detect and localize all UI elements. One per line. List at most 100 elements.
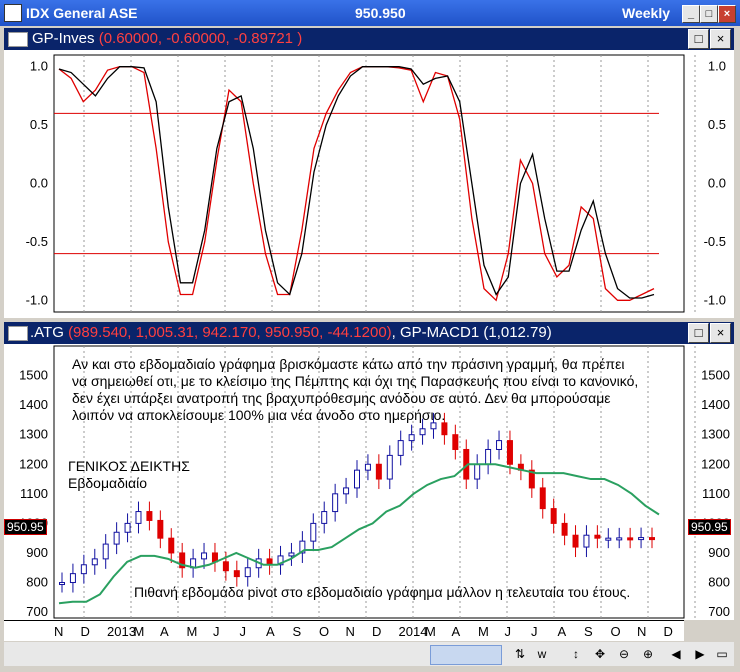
date-tick-label: N — [345, 624, 355, 639]
candle-body — [561, 522, 568, 536]
moving-average-line — [58, 463, 660, 605]
candle-body — [288, 552, 295, 557]
candle-body — [91, 558, 98, 566]
y-tick-label: 1300 — [701, 427, 730, 442]
y-tick-label: 1500 — [701, 368, 730, 383]
y-tick-label: 0.5 — [30, 117, 48, 132]
w-icon[interactable]: w — [537, 647, 547, 661]
maximize-button[interactable]: □ — [700, 5, 718, 23]
app-icon — [4, 4, 22, 22]
candle-body — [59, 582, 65, 586]
pane-icon — [8, 32, 28, 47]
candle-body — [222, 561, 229, 572]
oscillator-series-line — [58, 66, 655, 302]
y-tick-label: 0.5 — [708, 117, 726, 132]
date-tick-label: D — [372, 624, 382, 639]
candle-body — [594, 534, 601, 539]
candle-body — [179, 552, 186, 569]
candle-body — [168, 537, 175, 554]
date-tick-label: A — [557, 624, 567, 639]
minimize-button[interactable]: _ — [682, 5, 700, 23]
window-icon[interactable]: ▭ — [716, 647, 728, 661]
pane-restore-button[interactable]: □ — [688, 29, 709, 49]
pane-close-button[interactable]: × — [710, 29, 731, 49]
candle-body — [135, 511, 142, 524]
candle-body — [528, 469, 535, 489]
indicator2-name: , GP-MACD1 — [391, 324, 480, 341]
candle-body — [69, 573, 76, 584]
candle-body — [627, 537, 634, 541]
y-tick-label: 1500 — [19, 368, 48, 383]
date-tick-label: M — [425, 624, 436, 639]
top-pane-header: GP-Inves (0.60000, -0.60000, -0.89721 ) … — [4, 28, 734, 50]
window-titlebar: IDX General ASE 950.950 Weekly _ □ × — [0, 0, 740, 26]
current-value: 950.950 — [355, 5, 406, 21]
candle-body — [157, 519, 164, 539]
date-tick-label: J — [504, 624, 512, 639]
vertical-resize-icon[interactable]: ↕ — [573, 647, 579, 661]
window-title: IDX General ASE — [26, 5, 138, 21]
candle-body — [474, 463, 481, 480]
candle-body — [506, 440, 513, 465]
y-tick-label: 0.0 — [708, 176, 726, 191]
bottom-pane-title: .ATG (989.540, 1,005.31, 942.170, 950.95… — [30, 324, 552, 341]
y-tick-label: 900 — [708, 545, 730, 560]
candle-body — [124, 522, 131, 533]
scroll-thumb[interactable] — [430, 645, 502, 665]
y-tick-label: 0.0 — [30, 176, 48, 191]
annotation-line: Αν και στο εβδομαδιαίο γράφημα βρισκόμασ… — [72, 356, 625, 372]
date-tick-label: N — [637, 624, 647, 639]
date-tick-label: S — [584, 624, 593, 639]
candle-body — [550, 508, 557, 524]
annotation-main: Αν και στο εβδομαδιαίο γράφημα βρισκόμασ… — [72, 356, 692, 424]
pane-close-button[interactable]: × — [710, 323, 731, 343]
candle-body — [583, 534, 590, 548]
indicator2-value: (1,012.79) — [483, 324, 552, 341]
y-tick-label: 800 — [708, 575, 730, 590]
y-tick-label: 1200 — [19, 456, 48, 471]
symbol-name: .ATG — [30, 324, 64, 341]
y-tick-label: 1100 — [20, 486, 48, 501]
y-tick-label: -0.5 — [26, 234, 48, 249]
y-tick-label: -1.0 — [704, 292, 726, 307]
candle-body — [496, 440, 503, 450]
date-tick-label: J — [213, 624, 220, 639]
date-tick-label: 2014 — [398, 624, 428, 639]
candle-body — [649, 537, 655, 541]
move-icon[interactable]: ✥ — [594, 647, 606, 661]
next-icon[interactable]: ▶ — [695, 647, 705, 661]
annotation-line: ΓΕΝΙΚΟΣ ΔΕΙΚΤΗΣ — [68, 458, 190, 474]
indicator-name: GP-Inves — [32, 30, 95, 47]
date-tick-label: J — [531, 624, 538, 639]
y-tick-label: 700 — [26, 604, 48, 619]
bottom-pane: 1500 1500 1400 1400 1300 1300 1200 1200 1100 1100… — [4, 344, 734, 620]
annotation-line: να σημειωθεί οτι, με το κλείσιμο της Πέμ… — [72, 373, 639, 389]
candle-body — [572, 534, 579, 548]
candle-body — [343, 487, 350, 495]
zoom-in-icon[interactable]: ⊕ — [642, 647, 654, 661]
date-tick-label: S — [292, 624, 302, 639]
prev-icon[interactable]: ◀ — [671, 647, 681, 661]
annotation-bottom: Πιθανή εβδομάδα pivot στο εβδομαδιαίο γρ… — [134, 584, 631, 600]
candle-body — [408, 434, 415, 442]
y-tick-label: 1300 — [19, 427, 48, 442]
plot-area — [53, 345, 685, 619]
candle-body — [146, 511, 153, 521]
date-tick-label: 2013 — [107, 624, 136, 639]
bottom-pane-header: .ATG (989.540, 1,005.31, 942.170, 950.95… — [4, 322, 734, 344]
pane-restore-button[interactable]: □ — [688, 323, 709, 343]
scroll-icon[interactable]: ⇅ — [514, 647, 526, 661]
close-button[interactable]: × — [718, 5, 736, 23]
date-tick-label: N — [54, 624, 64, 639]
oscillator-chart: 1.0 1.0 0.5 0.5 0.0 0.0 -0.5 -0.5 -1.0 -1.0 — [26, 54, 726, 313]
date-tick-label: O — [319, 624, 330, 639]
zoom-out-icon[interactable]: ⊖ — [618, 647, 630, 661]
annotation-line: Εβδομαδιαίο — [68, 475, 148, 491]
candle-body — [452, 434, 459, 450]
date-tick-label: M — [133, 624, 145, 639]
pane-icon — [8, 326, 28, 341]
date-axis: N D 2013 M A M J J A S O N D 2014 M A M J J A S O N D — [4, 620, 684, 641]
candle-body — [332, 493, 339, 513]
date-tick-label: D — [663, 624, 673, 639]
candle-body — [430, 422, 437, 430]
